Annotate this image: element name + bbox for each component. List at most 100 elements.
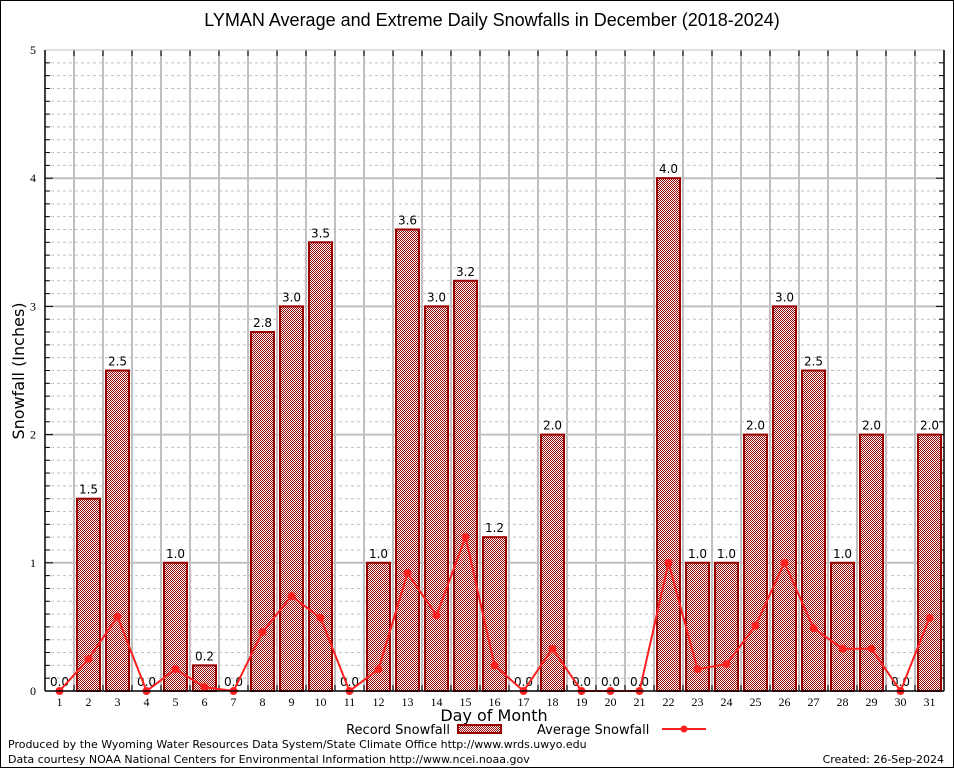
- x-tick-label: 22: [663, 695, 675, 709]
- x-axis-label: Day of Month: [440, 706, 547, 725]
- x-tick-label: 27: [808, 695, 820, 709]
- average-point: [432, 611, 441, 620]
- legend-average-label: Average Snowfall: [537, 723, 649, 738]
- chart-title: LYMAN Average and Extreme Daily Snowfall…: [204, 10, 780, 30]
- bar-value-label: 1.5: [79, 483, 98, 497]
- bar-value-label: 3.0: [775, 290, 794, 304]
- footer-created-date: Created: 26-Sep-2024: [823, 753, 944, 766]
- record-bar: [743, 433, 768, 692]
- y-tick-labels: 0 1 2 3 4 5: [30, 43, 36, 698]
- y-tick-label: 3: [30, 299, 36, 313]
- axes: [44, 49, 945, 692]
- x-tick-label: 26: [779, 695, 791, 709]
- x-tick-label: 5: [173, 695, 179, 709]
- footer-produced-by: Produced by the Wyoming Water Resources …: [8, 738, 587, 751]
- x-tick-label: 11: [344, 695, 356, 709]
- record-bar: [830, 561, 855, 692]
- average-point: [461, 533, 470, 542]
- bar-value-label: 0.0: [50, 675, 69, 689]
- average-point: [84, 654, 93, 663]
- bar-value-label: 2.0: [746, 419, 765, 433]
- x-tick-label: 4: [144, 695, 150, 709]
- average-point: [664, 558, 673, 567]
- bar-value-label: 4.0: [659, 162, 678, 176]
- x-tick-label: 23: [692, 695, 704, 709]
- average-point: [258, 628, 267, 637]
- x-tick-label: 20: [605, 695, 617, 709]
- x-tick-label: 28: [837, 695, 849, 709]
- legend-average-marker: [680, 725, 688, 733]
- average-point: [780, 558, 789, 567]
- average-point: [693, 665, 702, 674]
- record-bar: [279, 305, 304, 692]
- average-point: [287, 592, 296, 601]
- x-tick-label: 2: [86, 695, 92, 709]
- bar-value-label: 0.0: [630, 675, 649, 689]
- bar-value-label: 1.0: [833, 547, 852, 561]
- bar-value-label: 0.0: [224, 675, 243, 689]
- x-tick-label: 18: [547, 695, 559, 709]
- record-bar: [801, 369, 826, 692]
- average-point: [113, 612, 122, 621]
- y-tick-label: 4: [30, 171, 36, 185]
- y-tick-label: 1: [30, 556, 36, 570]
- bar-value-label: 3.6: [398, 213, 417, 227]
- bar-value-label: 2.0: [920, 419, 939, 433]
- y-axis-label: Snowfall (Inches): [9, 302, 28, 439]
- average-point: [548, 644, 557, 653]
- x-tick-label: 30: [895, 695, 907, 709]
- bar-value-label: 1.0: [688, 547, 707, 561]
- average-point: [374, 665, 383, 674]
- x-tick-label: 1: [57, 695, 63, 709]
- bar-value-label: 2.0: [543, 419, 562, 433]
- record-bar: [424, 305, 449, 692]
- average-point: [722, 660, 731, 669]
- y-tick-label: 0: [30, 684, 36, 698]
- bar-value-label: 2.5: [804, 355, 823, 369]
- bar-value-label: 3.0: [427, 290, 446, 304]
- x-tick-label: 13: [402, 695, 414, 709]
- y-tick-label: 5: [30, 43, 36, 57]
- record-bar: [714, 561, 739, 692]
- bar-value-label: 2.5: [108, 355, 127, 369]
- record-bar: [656, 177, 681, 692]
- x-tick-label: 19: [576, 695, 588, 709]
- bar-value-label: 1.0: [166, 547, 185, 561]
- record-bar: [308, 241, 333, 693]
- x-tick-label: 25: [750, 695, 762, 709]
- bar-value-label: 1.2: [485, 521, 504, 535]
- bar-value-label: 0.2: [195, 649, 214, 663]
- bar-value-label: 1.0: [369, 547, 388, 561]
- legend: Record Snowfall Average Snowfall: [346, 723, 706, 738]
- average-point: [809, 624, 818, 633]
- average-point: [200, 683, 209, 692]
- x-tick-label: 6: [202, 695, 208, 709]
- legend-record-swatch: [457, 724, 502, 734]
- record-bar: [453, 279, 478, 692]
- bar-value-label: 3.2: [456, 265, 475, 279]
- x-tick-label: 7: [231, 695, 237, 709]
- record-bar: [395, 228, 420, 692]
- x-tick-label: 3: [115, 695, 121, 709]
- record-bar: [772, 305, 797, 692]
- x-tick-label: 9: [289, 695, 295, 709]
- average-point: [171, 665, 180, 674]
- bar-value-label: 0.0: [601, 675, 620, 689]
- x-tick-label: 31: [924, 695, 936, 709]
- average-point: [867, 644, 876, 653]
- bar-value-label: 2.0: [862, 419, 881, 433]
- x-tick-label: 24: [721, 695, 733, 709]
- x-tick-label: 12: [373, 695, 385, 709]
- x-tick-label: 8: [260, 695, 266, 709]
- x-tick-label: 29: [866, 695, 878, 709]
- x-tick-label: 10: [315, 695, 327, 709]
- bar-value-label: 1.0: [717, 547, 736, 561]
- average-point: [925, 613, 934, 622]
- average-point: [751, 621, 760, 630]
- average-point: [316, 613, 325, 622]
- bar-value-label: 3.5: [311, 226, 330, 240]
- footer-data-courtesy: Data courtesy NOAA National Centers for …: [8, 753, 530, 766]
- bar-value-label: 3.0: [282, 290, 301, 304]
- x-tick-label: 21: [634, 695, 646, 709]
